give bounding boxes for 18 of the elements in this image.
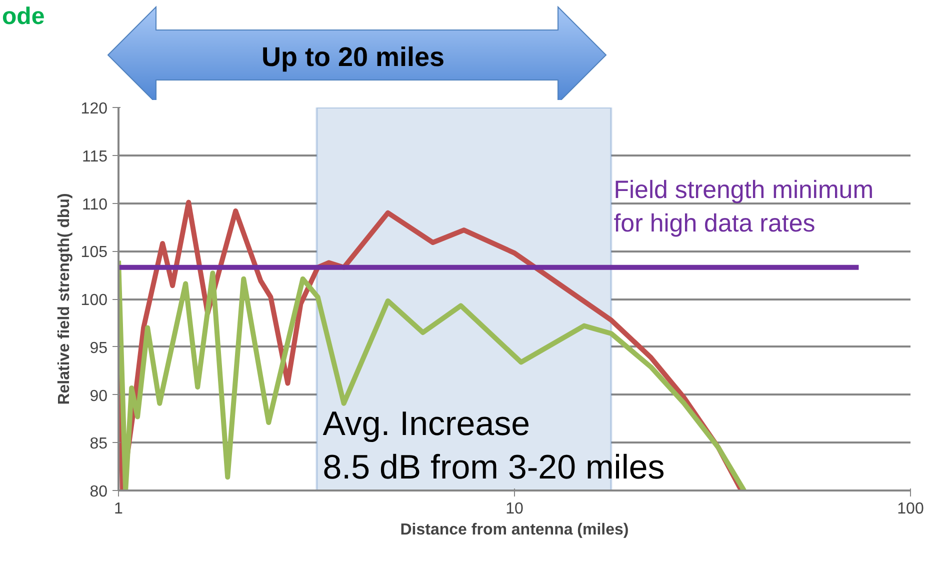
chart-title: ode: [2, 2, 45, 32]
band-label: Avg. Increase 8.5 dB from 3-20 miles: [322, 404, 665, 486]
series-label: Field strength minimum for high data rates: [614, 176, 874, 238]
x-tick-label: 1: [114, 500, 124, 518]
y-tick-label: 120: [80, 100, 108, 118]
x-axis-title: Distance from antenna (miles): [400, 522, 629, 538]
y-tick-label: 115: [82, 148, 108, 166]
y-tick-label: 90: [90, 388, 108, 405]
y-tick-label: 80: [90, 484, 108, 500]
x-tick-label: 100: [897, 500, 924, 518]
text: Up to 20 miles: [261, 42, 445, 72]
y-tick-label: 85: [90, 436, 108, 453]
y-axis-title: Relative field strength( dbu): [56, 193, 73, 405]
y-tick-label: 100: [80, 292, 108, 309]
y-tick-label: 110: [82, 196, 108, 214]
x-tick-label: 10: [506, 500, 524, 518]
y-tick-label: 95: [90, 340, 108, 357]
y-tick-label: 105: [80, 244, 108, 262]
